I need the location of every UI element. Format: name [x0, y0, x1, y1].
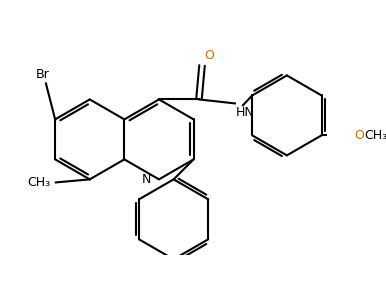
Text: CH₃: CH₃	[364, 129, 386, 142]
Text: O: O	[205, 49, 214, 62]
Text: HN: HN	[236, 107, 255, 120]
Text: CH₃: CH₃	[28, 176, 51, 189]
Text: N: N	[142, 173, 152, 186]
Text: Br: Br	[36, 68, 50, 81]
Text: O: O	[355, 129, 365, 142]
